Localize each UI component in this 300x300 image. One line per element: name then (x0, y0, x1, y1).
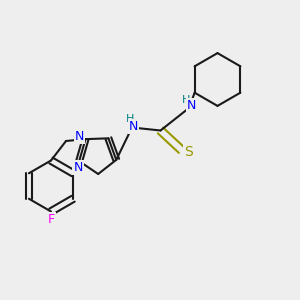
Text: S: S (184, 146, 193, 159)
Text: F: F (47, 213, 55, 226)
Text: H: H (125, 113, 134, 124)
Text: N: N (73, 161, 83, 174)
Text: N: N (129, 119, 138, 133)
Text: H: H (182, 95, 190, 105)
Text: N: N (187, 99, 196, 112)
Text: N: N (75, 130, 84, 143)
